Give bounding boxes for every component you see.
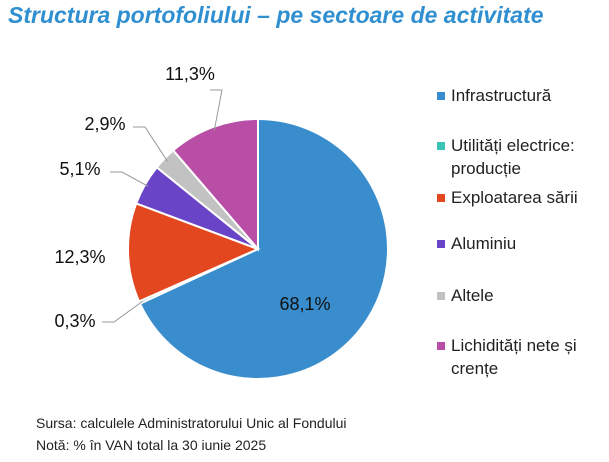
legend-item: Utilități electrice: producție — [437, 134, 601, 180]
legend-swatch — [437, 142, 445, 150]
legend-item: Aluminiu — [437, 232, 609, 255]
legend-item: Lichidități nete și crențe — [437, 334, 609, 380]
legend-swatch — [437, 342, 445, 350]
data-label: 12,3% — [54, 247, 105, 267]
leader-line — [102, 300, 144, 323]
legend-label: Exploatarea sării — [451, 188, 578, 207]
data-label: 11,3% — [165, 64, 215, 84]
legend-label: Infrastructură — [451, 86, 552, 105]
legend-swatch — [437, 194, 445, 202]
legend-label: Utilități electrice: producție — [451, 136, 575, 178]
legend-item: Infrastructură — [437, 84, 609, 107]
legend-item: Exploatarea sării — [437, 186, 609, 209]
pie-slice — [171, 117, 259, 252]
data-label: 0,3% — [54, 311, 95, 331]
pie-slice — [138, 117, 389, 380]
footnote: Notă: % în VAN total la 30 iunie 2025 — [36, 437, 267, 453]
legend-label: Altele — [451, 286, 494, 305]
chart-title: Structura portofoliului – pe sectoare de… — [8, 2, 544, 28]
data-label: 5,1% — [59, 159, 100, 179]
legend-label: Lichidități nete și crențe — [451, 336, 577, 378]
leader-line — [210, 89, 223, 131]
legend-swatch — [437, 92, 445, 100]
data-label: 68,1% — [279, 294, 330, 314]
legend-swatch — [437, 292, 445, 300]
data-label: 2,9% — [84, 114, 125, 134]
leader-line — [110, 171, 149, 188]
source-note: Sursa: calculele Administratorului Unic … — [36, 415, 347, 431]
leader-line — [133, 126, 168, 162]
legend-item: Altele — [437, 284, 609, 307]
legend-swatch — [437, 240, 445, 248]
legend-label: Aluminiu — [451, 234, 517, 253]
pie-slice — [127, 202, 261, 303]
